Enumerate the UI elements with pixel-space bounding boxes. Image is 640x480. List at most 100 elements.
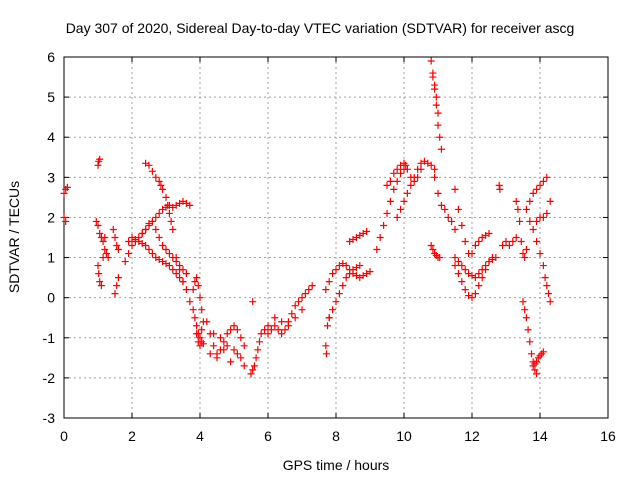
data-point [162,246,170,254]
data-point [237,354,245,362]
data-point [482,262,490,270]
data-point [526,338,534,346]
series-10-8-11-0-low [427,242,444,262]
data-point [176,266,184,274]
series-1h-2h-a [92,217,112,262]
data-point [210,330,218,338]
data-point [96,278,104,286]
data-point [104,254,112,262]
data-point [113,242,121,250]
data-point [186,201,194,209]
data-point [543,282,551,290]
data-point [125,250,133,258]
series-3-8-4-2-cluster [189,274,207,350]
data-point [400,197,408,205]
series-7-7-9-0-mid [322,260,374,294]
data-point [432,93,440,101]
series-2-3-3-6-lower [138,217,190,278]
data-point [96,229,104,237]
data-point [165,209,173,217]
data-point [169,225,177,233]
data-point [291,302,299,310]
data-point [240,362,248,370]
y-axis-label: SDTVAR / TECUs [6,181,22,293]
data-point [94,221,102,229]
series-11-5-12-6-mid [451,254,496,282]
data-point [250,362,258,370]
data-point [165,262,173,270]
data-point [125,238,133,246]
data-point [342,274,350,282]
x-tick-label: 14 [532,428,548,444]
data-point [543,173,551,181]
data-point [427,57,435,65]
data-point [444,213,452,221]
series-13-9-14-3-mid [533,197,554,225]
data-point [431,81,439,89]
data-point [339,282,347,290]
data-point [271,314,279,322]
data-point [176,274,184,282]
data-point [278,330,286,338]
data-point [543,209,551,217]
data-point [461,286,469,294]
data-point [148,250,156,258]
data-point [142,242,150,250]
data-point [157,181,165,189]
data-point [390,169,398,177]
data-point [517,238,525,246]
data-point [522,246,530,254]
data-point [194,282,202,290]
y-tick-label: 3 [47,169,55,185]
data-point [155,209,163,217]
data-point [155,177,163,185]
series-11-5-12-5-loop [451,185,493,258]
data-point [512,234,520,241]
data-point [165,250,173,258]
data-point [390,185,398,193]
data-point [454,205,462,213]
data-point [436,254,444,262]
data-point [541,274,549,282]
data-point [223,342,231,350]
data-point [256,338,263,346]
y-tick-label: 6 [47,49,55,65]
data-point [60,213,68,221]
data-point [152,173,160,181]
data-point [167,217,175,225]
data-point [468,250,476,258]
data-point [230,322,238,330]
data-point [356,262,364,270]
data-point [546,197,554,205]
grid-lines [64,57,608,418]
x-tick-label: 2 [128,428,136,444]
data-point [145,246,153,254]
data-point [458,278,466,286]
data-point [111,290,119,298]
data-point [94,262,102,270]
data-point [495,181,503,189]
data-point [233,350,241,358]
series-13-5-13-9-drop [519,298,541,378]
data-point [516,217,524,225]
data-point [191,314,199,322]
data-point [101,246,109,254]
data-point [288,310,296,318]
data-point [198,326,206,334]
data-point [182,270,190,278]
data-point [363,227,371,235]
data-point [278,318,286,326]
data-point [159,242,167,250]
data-point [213,354,221,362]
data-point [291,314,299,322]
data-point [179,278,187,286]
data-point [526,197,534,205]
data-point [152,225,160,233]
data-point [488,256,496,264]
data-point [478,274,486,282]
data-point [383,209,391,217]
series-start [60,183,71,225]
data-point [342,262,350,270]
data-point [380,221,388,229]
data-point [142,225,150,233]
